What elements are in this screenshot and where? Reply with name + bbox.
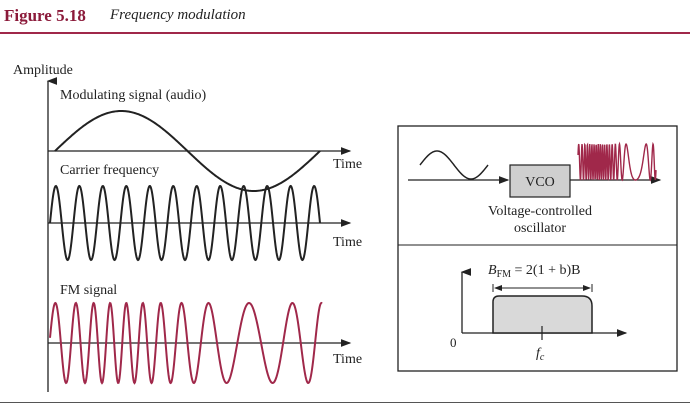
spectrum-band: [492, 295, 593, 334]
vco-label: VCO: [525, 175, 555, 190]
vco-output-wave: [577, 141, 657, 182]
time-label-modulating: Time: [333, 157, 362, 172]
fm-signal-label: FM signal: [60, 283, 117, 298]
time-label-fm: Time: [333, 352, 362, 367]
amplitude-label: Amplitude: [13, 63, 73, 78]
center-frequency-label: fc: [536, 346, 545, 363]
vco-caption-line2: oscillator: [514, 221, 566, 236]
vco-caption-line1: Voltage-controlled: [488, 204, 592, 219]
header-rule: [0, 32, 690, 34]
modulating-signal-wave: [54, 109, 321, 193]
figure-caption: Frequency modulation: [110, 7, 246, 23]
time-label-carrier: Time: [333, 235, 362, 250]
carrier-wave: [49, 184, 321, 262]
fm-signal-wave: [49, 301, 323, 385]
vco-input-wave: [419, 150, 489, 180]
right-panel-box: [397, 125, 678, 372]
modulating-signal-label: Modulating signal (audio): [60, 88, 207, 103]
footer-rule: [0, 402, 690, 403]
figure-number: Figure 5.18: [4, 6, 86, 25]
carrier-frequency-label: Carrier frequency: [60, 163, 159, 178]
vco-block: [509, 164, 571, 198]
spectrum-origin-label: 0: [450, 335, 457, 350]
figure-header: Figure 5.18 Frequency modulation: [0, 0, 690, 34]
bandwidth-formula: BFM = 2(1 + b)B: [488, 263, 580, 280]
